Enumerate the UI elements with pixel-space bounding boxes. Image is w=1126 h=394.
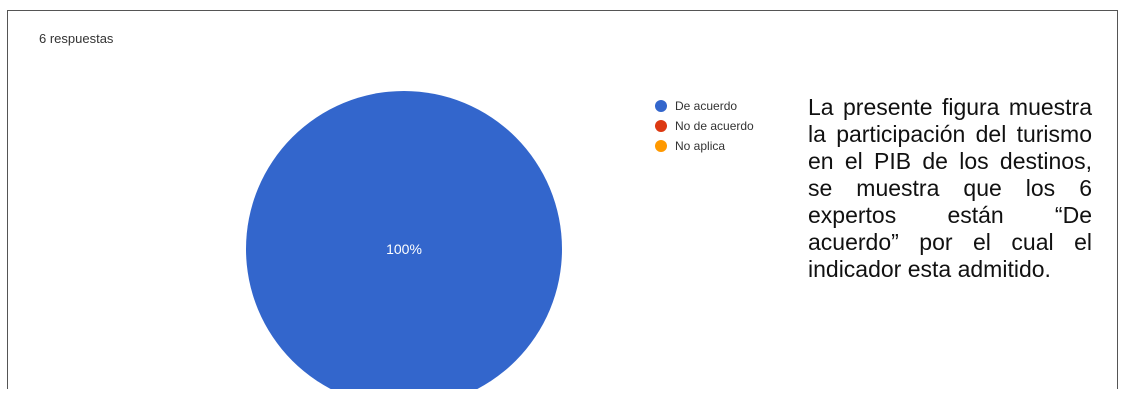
response-count: 6 respuestas (39, 31, 114, 46)
pie-chart: 100% (246, 91, 562, 389)
legend-swatch-no-aplica (655, 139, 667, 152)
description-text: La presente figura muestra la participac… (808, 94, 1092, 282)
pie-labels: 100% (386, 241, 422, 257)
legend-swatch-de-acuerdo (655, 99, 667, 112)
pie-data-label: 100% (386, 241, 422, 257)
pie-slices (246, 91, 562, 389)
pie-slice-de-acuerdo[interactable] (246, 91, 562, 389)
legend-item-de-acuerdo[interactable]: De acuerdo (655, 96, 754, 115)
legend-label: No aplica (675, 138, 726, 153)
legend-item-no-aplica[interactable]: No aplica (655, 136, 754, 155)
legend-swatch-no-de-acuerdo (655, 119, 667, 132)
legend-label: No de acuerdo (675, 118, 754, 133)
chart-card: 6 respuestas 100% De acuerdo No de acuer… (7, 10, 1118, 389)
chart-legend: De acuerdo No de acuerdo No aplica (655, 96, 754, 156)
legend-label: De acuerdo (675, 98, 738, 113)
legend-item-no-de-acuerdo[interactable]: No de acuerdo (655, 116, 754, 135)
